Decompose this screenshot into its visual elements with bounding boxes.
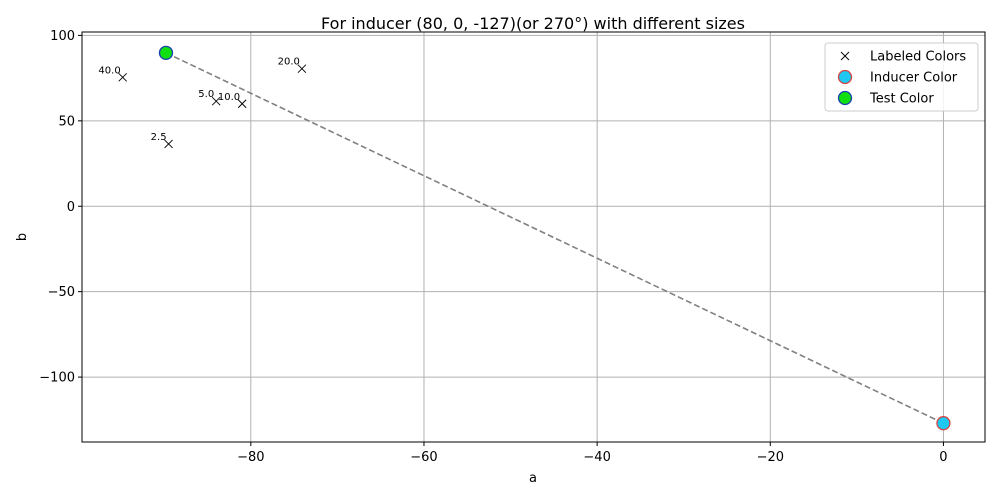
legend-circle-marker [837,69,853,85]
legend-label: Inducer Color [870,71,958,86]
x-marker-stroke [164,139,173,149]
legend-box [824,42,979,112]
x-tick-label: −60 [410,450,437,465]
y-tick-label: 100 [50,29,75,44]
inducer-color-point [936,416,951,431]
data-points: 40.0 20.0 5.0 10.0 2.5 [98,45,951,431]
grid-lines [82,32,985,442]
legend-x-marker [840,51,850,61]
point-label: 20.0 [278,57,300,68]
point-label: 5.0 [198,89,214,100]
axis-ticks: −80 −60 −40 −20 0 −100 −50 0 50 100 [39,29,947,465]
x-marker-stroke [211,96,221,106]
labeled-color-marker [297,64,307,74]
labeled-color-marker [118,72,128,82]
legend-entry: Inducer Color [837,69,958,86]
y-tick-label: −50 [48,285,75,300]
legend: Labeled Colors Inducer Color Test Color [824,42,979,112]
y-tick-label: 50 [58,114,75,129]
plot-area-frame [81,31,986,443]
legend-label: Test Color [869,92,934,107]
chart-title: For inducer (80, 0, -127)(or 270°) with … [321,14,745,33]
x-tick-label: 0 [939,450,947,465]
x-tick-label: −20 [757,450,784,465]
y-tick-label: 0 [67,200,75,215]
labeled-color-marker [211,96,221,106]
legend-entry: Labeled Colors [840,50,966,65]
legend-entry: Test Color [837,90,934,107]
point-label: 2.5 [151,132,167,143]
x-tick-label: −40 [583,450,610,465]
point-label: 10.0 [218,92,240,103]
test-color-point [158,45,174,60]
x-marker-stroke [118,72,128,82]
labeled-color-marker [164,139,173,149]
y-axis-label: b [15,233,30,241]
legend-label: Labeled Colors [870,50,966,65]
labeled-color-marker [237,99,247,109]
x-marker-stroke [297,64,307,74]
x-tick-label: −80 [237,450,264,465]
legend-circle-marker [837,90,853,106]
y-tick-label: −100 [39,371,75,386]
x-axis-label: a [529,471,537,486]
x-marker-stroke [237,99,247,109]
point-label: 40.0 [98,65,120,76]
